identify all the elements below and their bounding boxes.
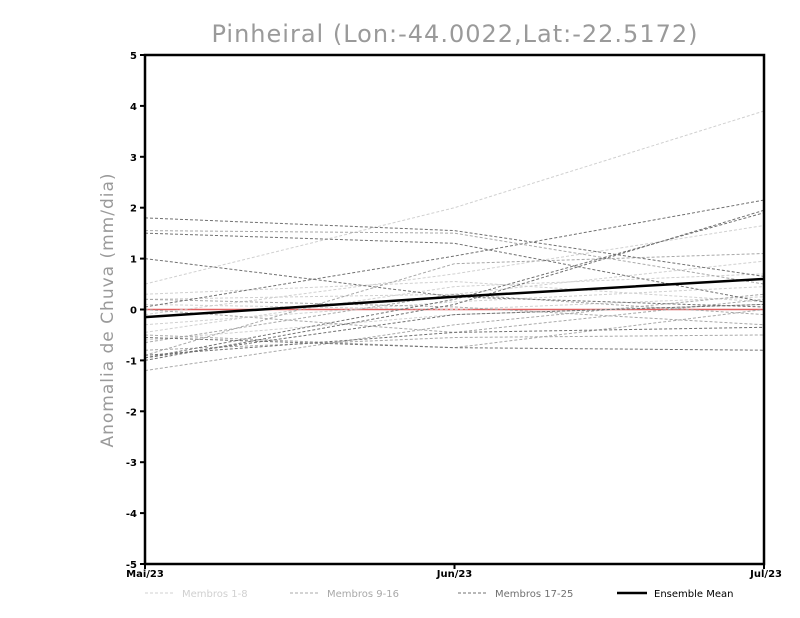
series-line [144, 336, 765, 351]
y-tick-label: -1 [126, 356, 137, 367]
y-tick-label: 1 [130, 255, 137, 266]
x-tick-label: Jul/23 [749, 569, 782, 580]
series-line [144, 293, 765, 344]
plot-area [144, 110, 765, 372]
y-axis-label: Anomalia de Chuva (mm/dia) [98, 172, 118, 447]
x-tick-label: Jun/23 [436, 569, 473, 580]
x-axis: Mai/23 Jun/23 Jul/23 [126, 564, 782, 580]
legend: Membros 1-8 Membros 9-16 Membros 17-25 Ense… [145, 589, 733, 600]
series-line [144, 258, 765, 308]
series-line [144, 273, 765, 333]
legend-label: Membros 1-8 [182, 589, 248, 600]
series-line [144, 298, 765, 326]
y-tick-label: 5 [130, 51, 137, 62]
series-line [144, 326, 765, 356]
y-tick-label: -5 [126, 560, 137, 571]
series-line [144, 296, 765, 311]
series-line [144, 110, 765, 285]
y-tick-label: -2 [126, 407, 137, 418]
y-tick-label: 4 [130, 102, 137, 113]
y-axis: 5 4 3 2 1 0 -1 -2 -3 -4 -5 [126, 51, 145, 571]
legend-label: Membros 17-25 [495, 589, 573, 600]
legend-label: Ensemble Mean [654, 589, 733, 600]
y-tick-label: 0 [130, 306, 137, 317]
series-line [144, 253, 765, 356]
x-tick-label: Mai/23 [126, 569, 164, 580]
y-tick-label: 2 [130, 204, 137, 215]
legend-label: Membros 9-16 [327, 589, 399, 600]
series-line [144, 209, 765, 361]
series-line [144, 281, 765, 303]
y-tick-label: 3 [130, 153, 137, 164]
y-tick-label: -4 [126, 509, 137, 520]
series-line [144, 217, 765, 277]
series-line [144, 260, 765, 300]
chart-title: Pinheiral (Lon:-44.0022,Lat:-22.5172) [211, 20, 698, 48]
series-ensemble-mean [144, 277, 765, 319]
series-line [144, 293, 765, 372]
series-line [144, 303, 765, 359]
series-line [144, 334, 765, 351]
y-tick-label: -3 [126, 458, 137, 469]
series-line [144, 309, 765, 349]
series-line [144, 286, 765, 326]
